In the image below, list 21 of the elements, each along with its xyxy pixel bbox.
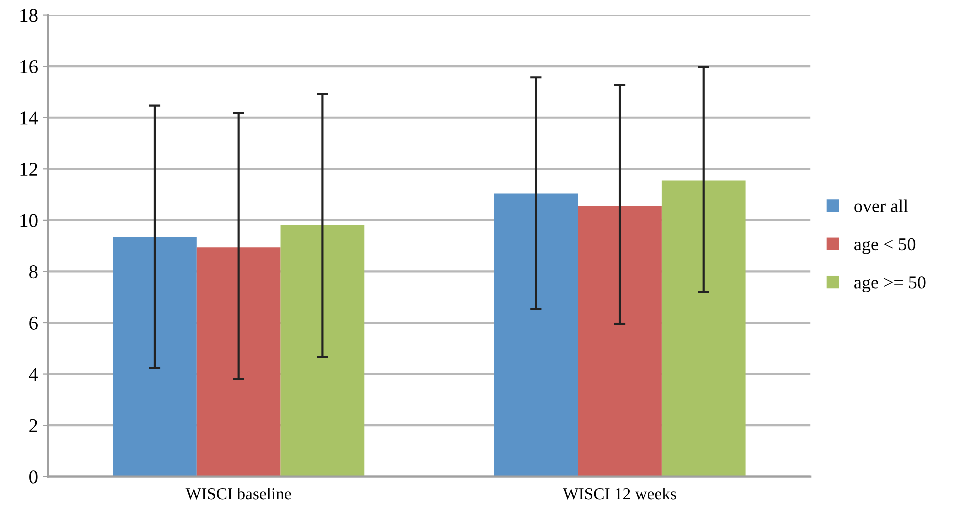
bar xyxy=(578,206,662,477)
x-tick-label: WISCI 12 weeks xyxy=(563,488,676,500)
y-tick-label: 18 xyxy=(20,9,38,22)
bar xyxy=(662,180,746,477)
legend-label: age < 50 xyxy=(854,238,916,254)
bar xyxy=(196,248,281,477)
y-tick-label: 2 xyxy=(30,419,38,432)
bar xyxy=(494,194,578,477)
y-tick-label: 0 xyxy=(30,470,38,484)
x-tick-label: WISCI baseline xyxy=(186,488,292,500)
y-tick-label: 12 xyxy=(20,163,38,176)
legend-label: over all xyxy=(854,200,908,212)
bar xyxy=(113,237,197,477)
bar xyxy=(280,225,365,477)
y-tick-label: 8 xyxy=(30,266,38,279)
y-tick-label: 4 xyxy=(29,368,38,382)
y-tick-label: 16 xyxy=(20,60,38,74)
y-tick-label: 6 xyxy=(30,316,38,330)
y-tick-label: 14 xyxy=(20,112,38,125)
legend-label: age >= 50 xyxy=(854,276,926,293)
y-tick-label: 10 xyxy=(20,214,38,228)
